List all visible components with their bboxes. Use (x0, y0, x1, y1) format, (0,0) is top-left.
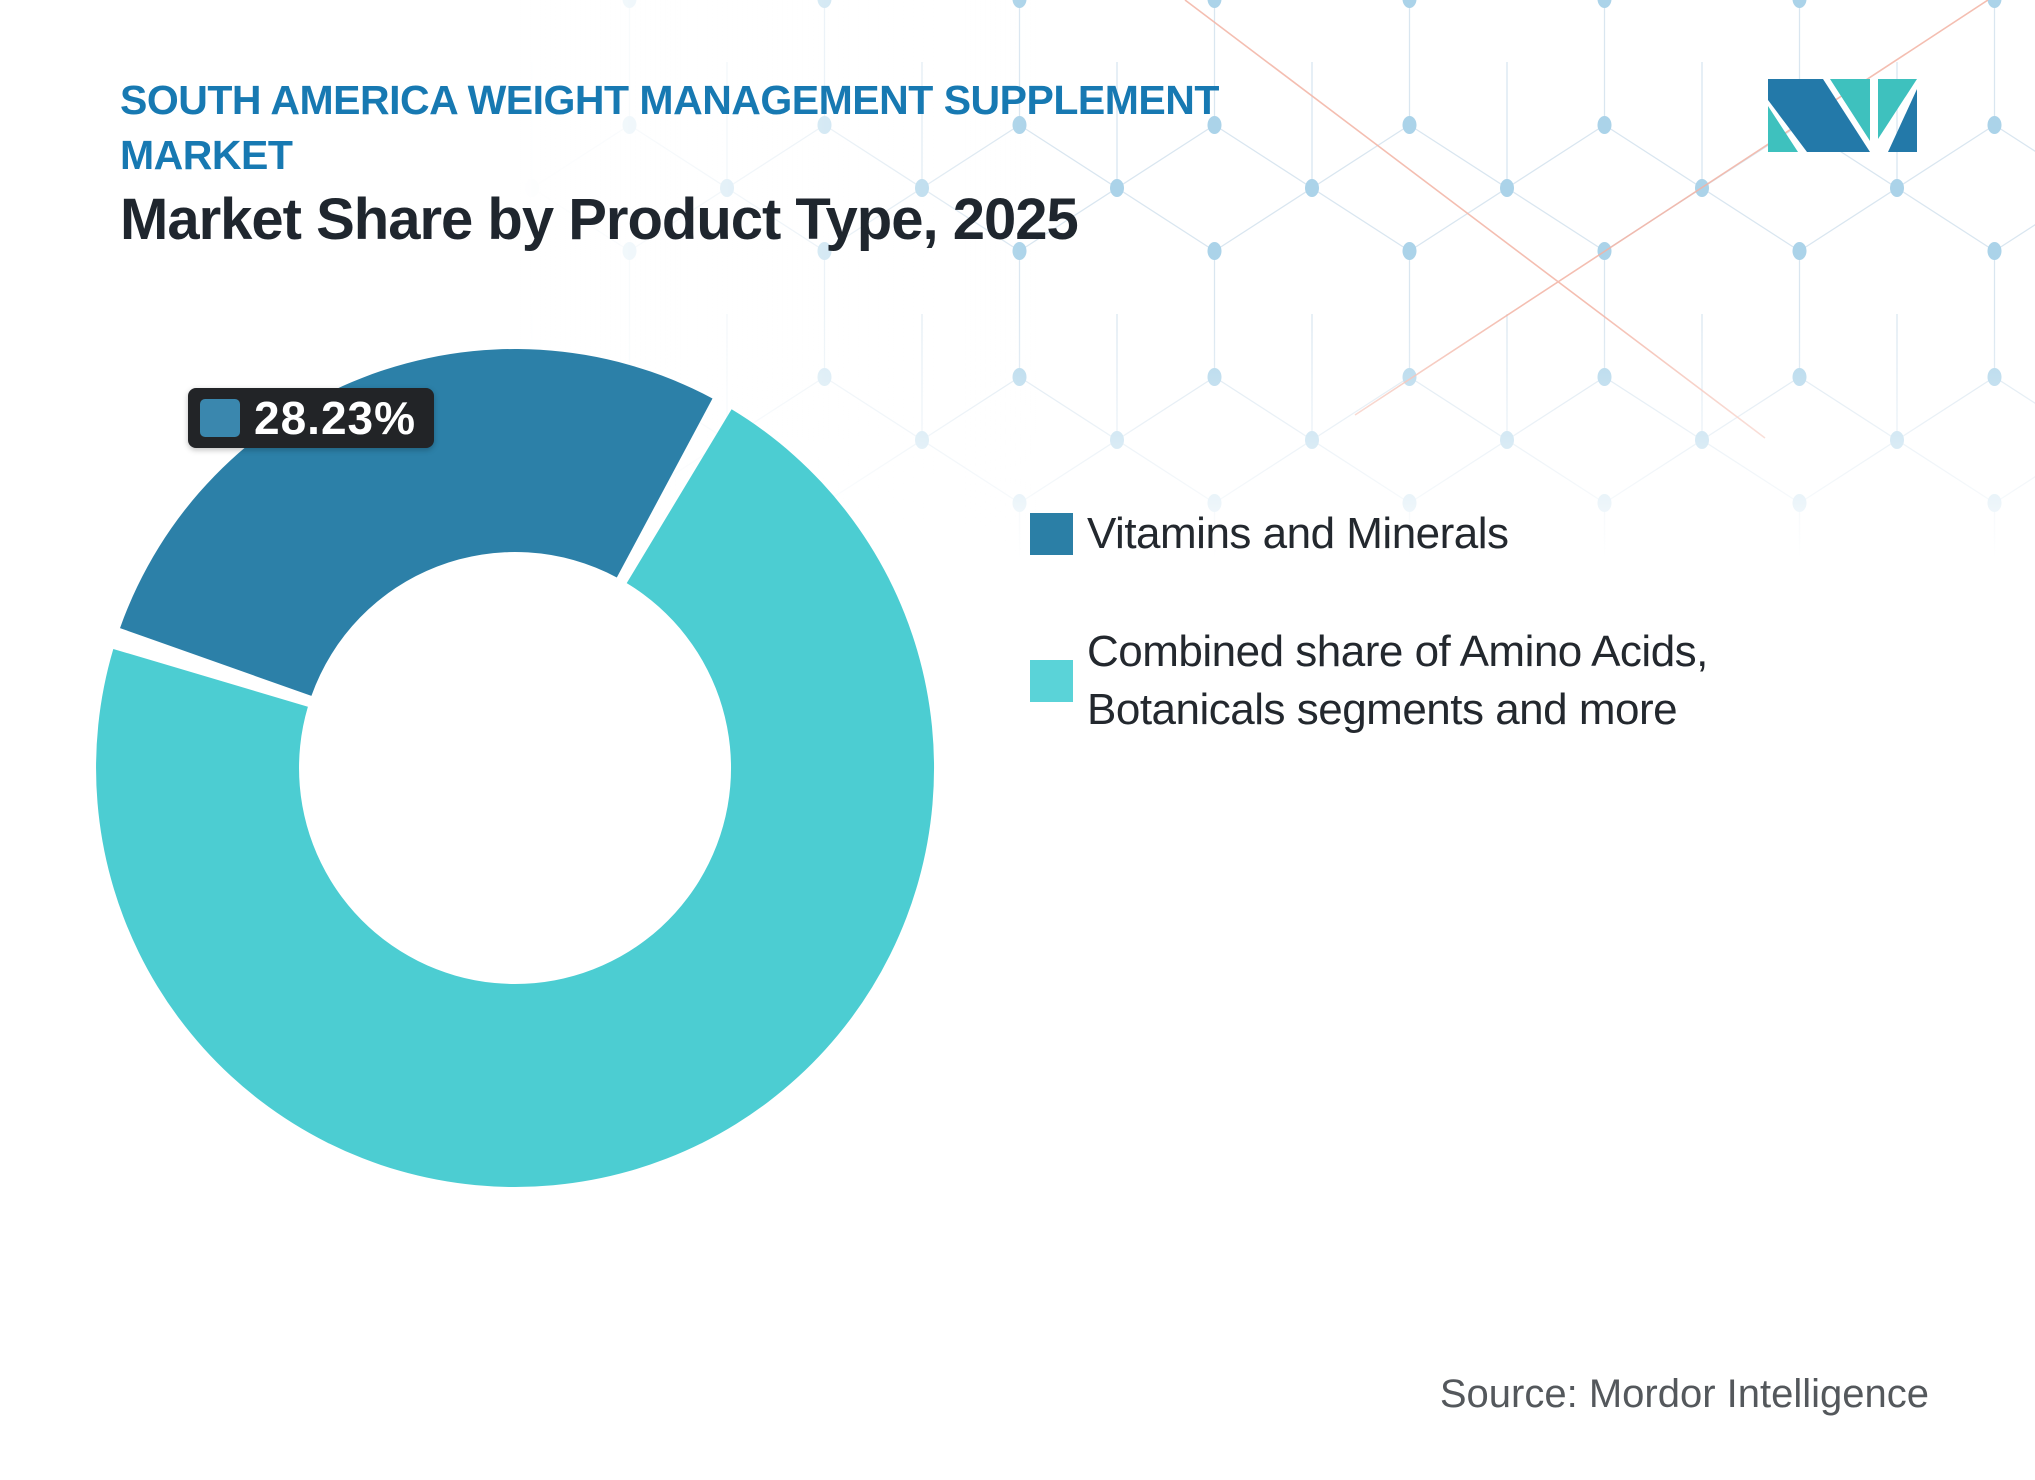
legend-label: Combined share of Amino Acids, Botanical… (1087, 627, 1708, 734)
legend-swatch-vitamins (1030, 513, 1073, 555)
legend-item-combined-segments[interactable]: Combined share of Amino Acids, Botanical… (1030, 623, 1787, 739)
report-title-line1: SOUTH AMERICA WEIGHT MANAGEMENT SUPPLEME… (120, 77, 1219, 123)
source-attribution: Source: Mordor Intelligence (1439, 1372, 1929, 1416)
chart-title: Market Share by Product Type, 2025 (120, 187, 1079, 252)
donut-slice-combined-share-of-amino-acids-botanicals[interactable] (96, 409, 935, 1187)
report-title-line2: MARKET (120, 132, 293, 178)
report-title: SOUTH AMERICA WEIGHT MANAGEMENT SUPPLEME… (120, 73, 1219, 183)
mordor-intelligence-logo (1768, 79, 1917, 152)
data-label-callout: 28.23% (188, 388, 435, 448)
legend-swatch-combined (1030, 660, 1073, 702)
legend-item-vitamins-and-minerals[interactable]: Vitamins and Minerals (1030, 505, 1787, 563)
callout-swatch (200, 399, 240, 437)
accent-lines (1184, 0, 1989, 439)
callout-value: 28.23% (254, 392, 417, 444)
legend: Vitamins and Minerals Combined share of … (1030, 505, 1787, 739)
legend-label: Vitamins and Minerals (1087, 509, 1509, 558)
